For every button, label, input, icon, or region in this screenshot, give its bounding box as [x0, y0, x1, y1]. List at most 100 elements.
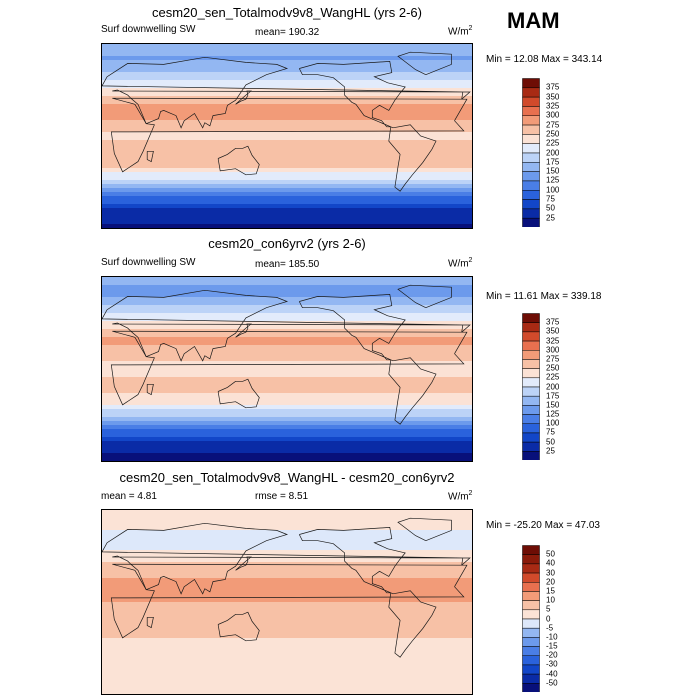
- panel3-units: W/m2: [448, 490, 473, 503]
- zonal-band: [102, 642, 472, 647]
- colorbar-swatch: [522, 96, 540, 107]
- zonal-band: [102, 68, 472, 73]
- colorbar-swatch: [522, 414, 540, 424]
- zonal-band: [102, 100, 472, 105]
- zonal-band: [102, 136, 472, 141]
- colorbar-tick-label: 40: [546, 558, 555, 568]
- colorbar-swatch: [522, 451, 540, 461]
- zonal-band: [102, 421, 472, 426]
- colorbar-swatch: [522, 208, 540, 219]
- panel1-colorbar-ticks: 375 350 325 300 275 250 225 200 175 150 125 100 75 50…: [546, 78, 586, 227]
- zonal-band: [102, 453, 472, 458]
- colorbar-tick-label: 150: [546, 400, 560, 410]
- panel3-heatmap: [102, 510, 472, 694]
- zonal-band: [102, 457, 472, 461]
- zonal-band: [102, 678, 472, 683]
- zonal-band: [102, 216, 472, 221]
- colorbar-tick-label: 275: [546, 354, 560, 364]
- zonal-band: [102, 301, 472, 306]
- colorbar-tick-label: 75: [546, 427, 555, 437]
- colorbar-swatch: [522, 313, 540, 323]
- zonal-band: [102, 281, 472, 286]
- zonal-band: [102, 441, 472, 446]
- colorbar-tick-label: -50: [546, 678, 558, 688]
- coastline: [146, 616, 154, 629]
- colorbar-swatch: [522, 655, 540, 666]
- colorbar-swatch: [522, 395, 540, 406]
- zonal-band: [102, 626, 472, 631]
- colorbar-tick-label: 200: [546, 382, 560, 391]
- panel1-minmax: Min = 12.08 Max = 343.14: [486, 54, 603, 65]
- zonal-band: [102, 401, 472, 406]
- zonal-band: [102, 120, 472, 125]
- zonal-band: [102, 200, 472, 205]
- colorbar-swatch: [522, 572, 540, 583]
- coastline: [102, 289, 471, 362]
- zonal-band: [102, 590, 472, 595]
- zonal-band: [102, 381, 472, 386]
- zonal-band: [102, 52, 472, 57]
- panel1-title: cesm20_sen_Totalmodv9v8_WangHL (yrs 2-6): [152, 5, 422, 20]
- panel2-colorbar-ticks: 375 350 325 300 275 250 225 200 175 150 125 100 75 50…: [546, 313, 586, 460]
- zonal-band: [102, 76, 472, 81]
- zonal-band: [102, 196, 472, 201]
- zonal-band: [102, 128, 472, 133]
- colorbar-tick-label: 325: [546, 101, 560, 111]
- colorbar-tick-label: 50: [546, 549, 555, 559]
- colorbar-swatch: [522, 441, 540, 452]
- colorbar-tick-label: 30: [546, 568, 555, 578]
- colorbar-tick-label: 20: [546, 577, 555, 587]
- zonal-band: [102, 88, 472, 93]
- zonal-band: [102, 377, 472, 382]
- zonal-band: [102, 385, 472, 390]
- colorbar-swatch: [522, 377, 540, 388]
- zonal-band: [102, 554, 472, 559]
- zonal-band: [102, 622, 472, 627]
- colorbar-swatch: [522, 106, 540, 117]
- colorbar-swatch: [522, 432, 540, 443]
- zonal-band: [102, 333, 472, 338]
- zonal-band: [102, 522, 472, 527]
- panel2-heatmap: [102, 277, 472, 461]
- panel3-rmse-label: rmse = 8.51: [255, 491, 309, 502]
- zonal-band: [102, 393, 472, 398]
- panel3-colorbar-ticks: 50 40 30 20 15 10 5 0 -5 -10 -15 -20 -30 -40 -50: [546, 545, 586, 692]
- colorbar-tick-label: 125: [546, 175, 560, 185]
- colorbar-swatch: [522, 664, 540, 675]
- zonal-band: [102, 184, 472, 189]
- colorbar-tick-label: 375: [546, 317, 560, 327]
- colorbar-tick-label: 25: [546, 446, 555, 456]
- zonal-band: [102, 662, 472, 667]
- panel2-mean-label: mean= 185.50: [255, 259, 320, 270]
- zonal-band: [102, 610, 472, 615]
- panel3-title: cesm20_sen_Totalmodv9v8_WangHL - cesm20_…: [119, 470, 455, 485]
- colorbar-tick-label: 10: [546, 595, 555, 605]
- zonal-band: [102, 140, 472, 145]
- colorbar-swatch: [522, 340, 540, 351]
- panel2-units: W/m2: [448, 257, 473, 270]
- zonal-band: [102, 550, 472, 555]
- zonal-band: [102, 64, 472, 69]
- zonal-band: [102, 80, 472, 85]
- zonal-band: [102, 220, 472, 225]
- zonal-band: [102, 437, 472, 442]
- panel1-map: [101, 43, 473, 229]
- zonal-band: [102, 208, 472, 213]
- colorbar-swatch: [522, 180, 540, 191]
- coastline: [110, 330, 468, 406]
- zonal-band: [102, 658, 472, 663]
- zonal-band: [102, 349, 472, 354]
- colorbar-tick-label: 300: [546, 110, 560, 120]
- zonal-band: [102, 433, 472, 438]
- panel2-colorbar-swatches: [522, 313, 540, 461]
- coastline: [397, 517, 452, 542]
- zonal-band: [102, 530, 472, 535]
- panel2-map: [101, 276, 473, 462]
- zonal-band: [102, 373, 472, 378]
- zonal-band: [102, 164, 472, 169]
- zonal-band: [102, 514, 472, 519]
- zonal-band: [102, 566, 472, 571]
- zonal-band: [102, 602, 472, 607]
- colorbar-swatch: [522, 331, 540, 342]
- panel2-colorbar: [522, 313, 540, 461]
